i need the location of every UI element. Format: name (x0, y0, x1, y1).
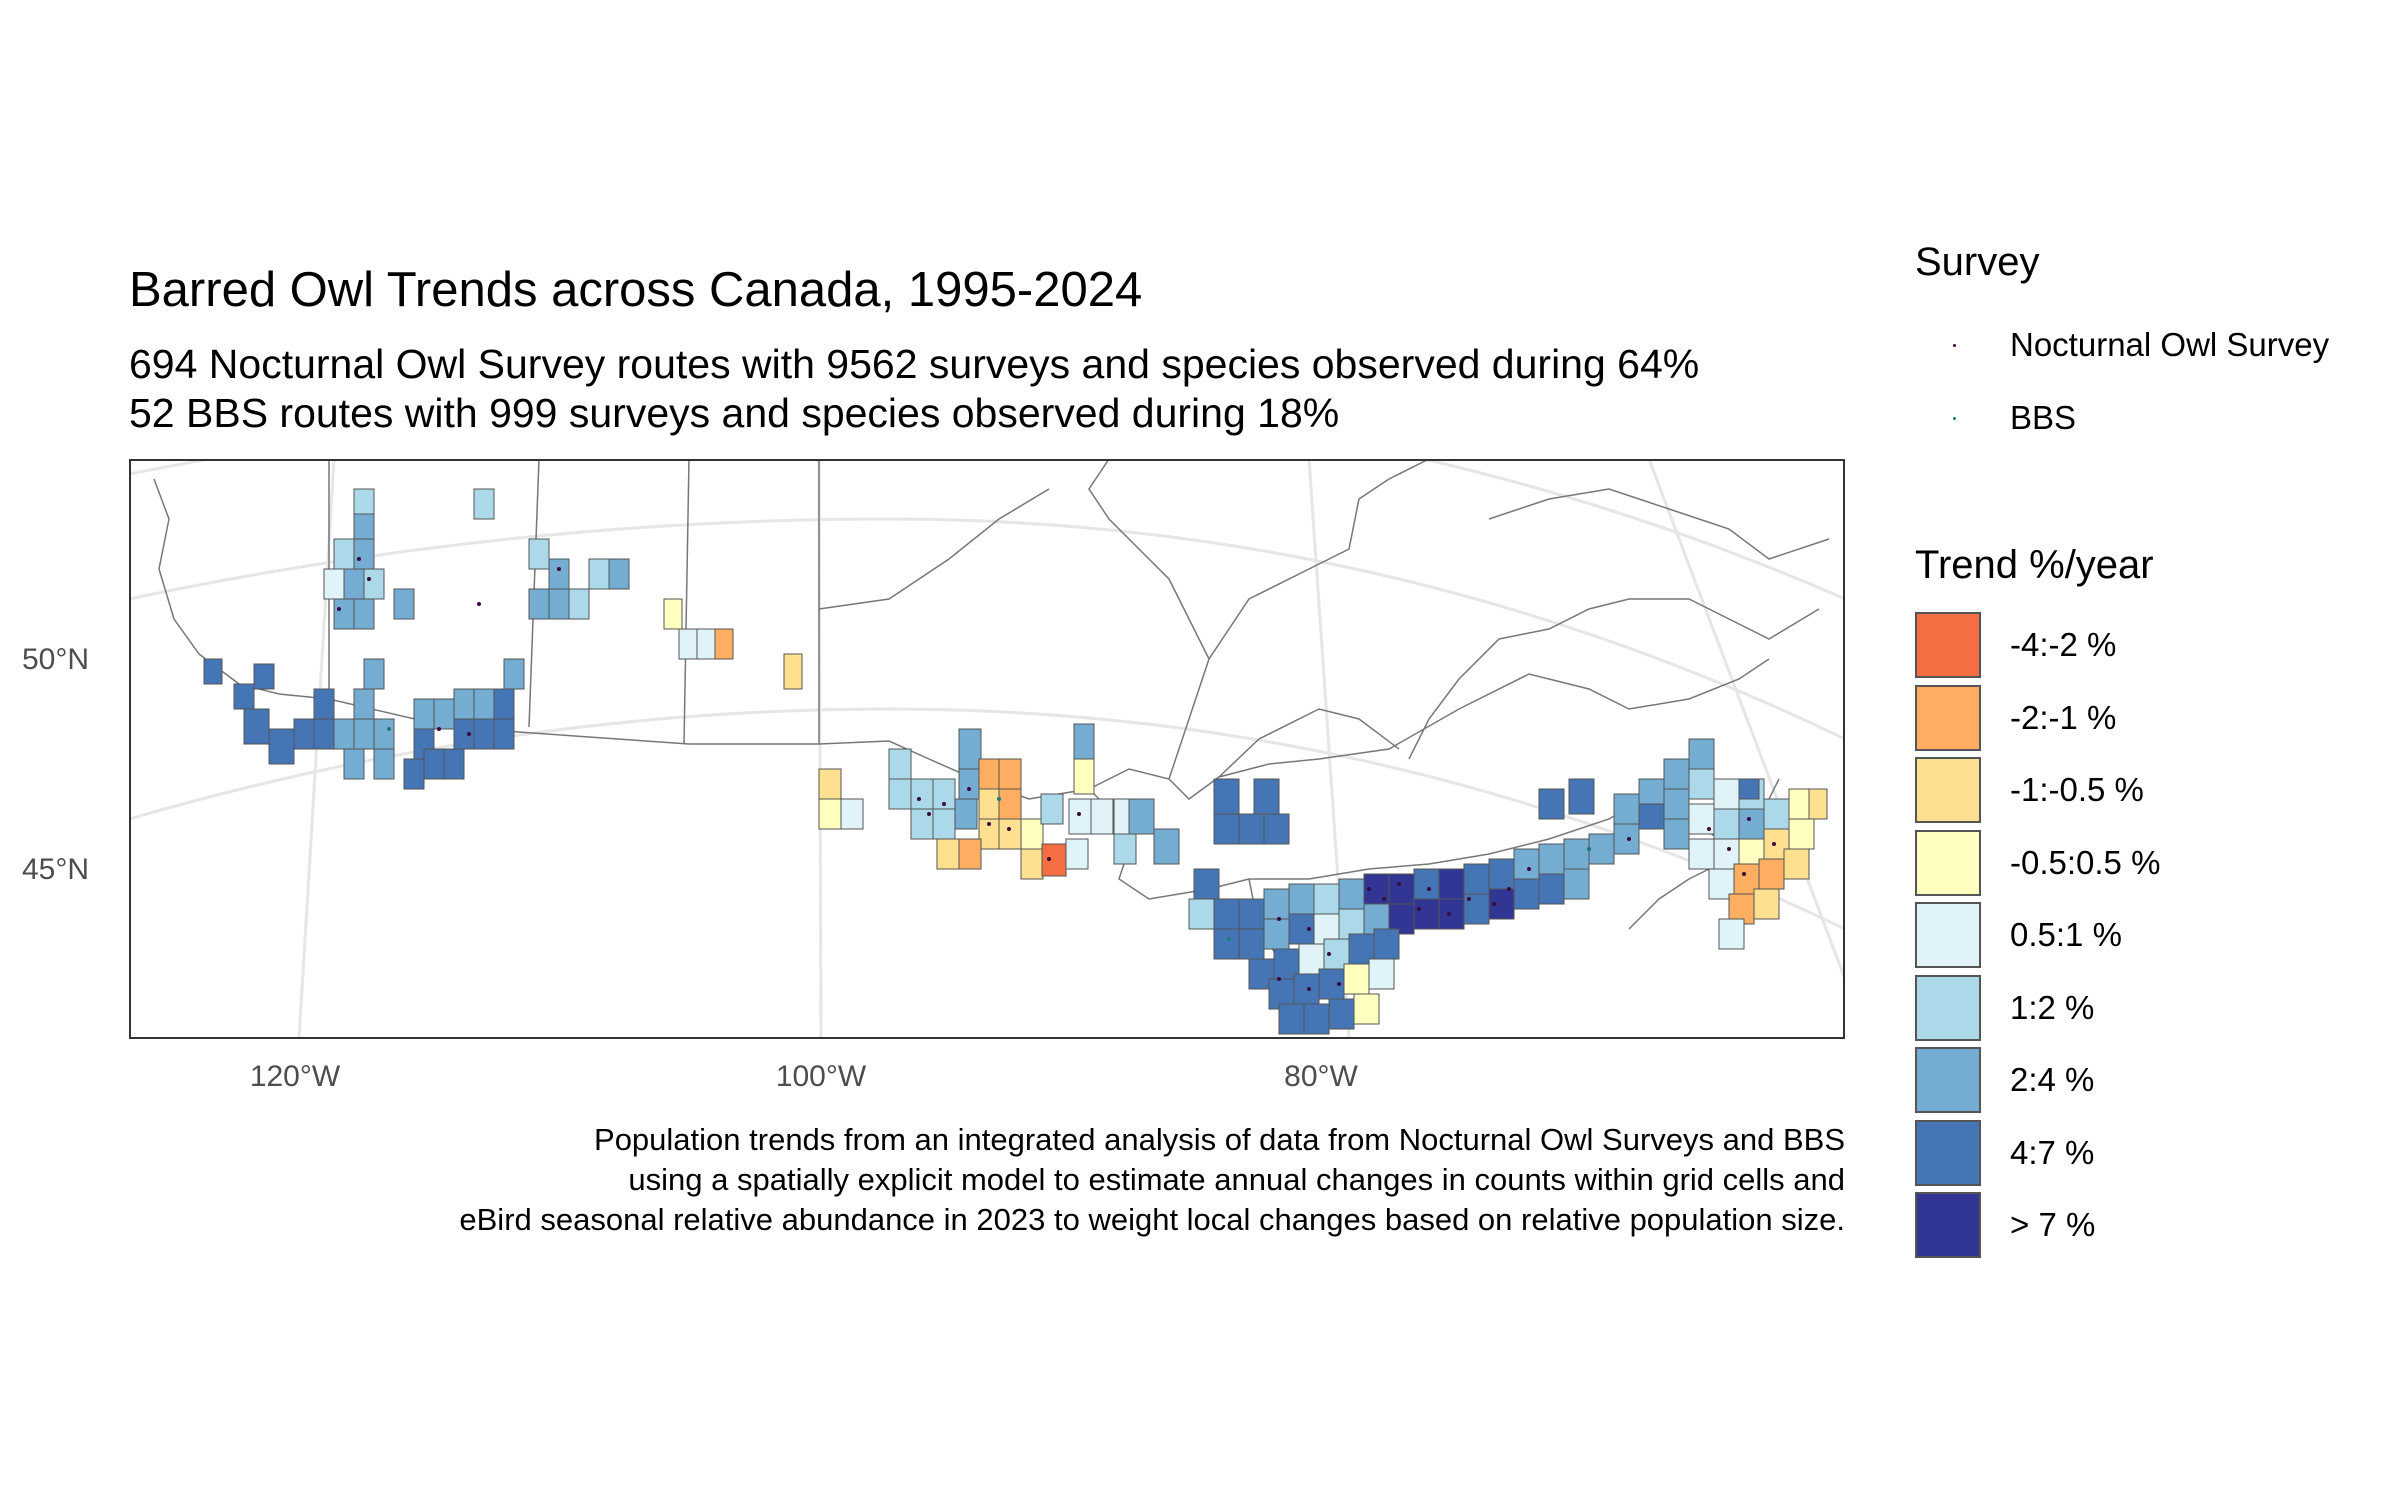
legend-trend-label: -2:-1 % (2010, 698, 2117, 736)
caption-line: eBird seasonal relative abundance in 202… (459, 1202, 1845, 1237)
legend-trend-label: 0.5:1 % (2010, 916, 2122, 953)
x-tick-100w: 100°W (775, 1060, 867, 1093)
legend-trend-item: 4:7 % (1915, 1119, 2315, 1192)
subtitle-bbs: 52 BBS routes with 999 surveys and speci… (129, 390, 1340, 436)
legend-trend-item: > 7 % (1915, 1192, 2315, 1264)
legend-swatch (1915, 1119, 1981, 1186)
legend-trend-item: -4:-2 % (1915, 612, 2315, 684)
legend-swatch (1915, 612, 1981, 678)
y-tick-50n: 50°N (22, 643, 90, 676)
legend-trend-label: 2:4 % (2010, 1061, 2095, 1098)
legend-trend-item: -2:-1 % (1915, 684, 2315, 757)
legend-trend-item: 2:4 % (1915, 1047, 2315, 1119)
legend-trend-label: -0.5:0.5 % (2010, 843, 2161, 881)
survey-dot-icon (1953, 344, 1956, 347)
caption-line: Population trends from an integrated ana… (594, 1122, 1845, 1157)
legend-survey-title: Survey (1915, 240, 2040, 284)
legend-trend-item: 0.5:1 % (1915, 902, 2315, 974)
survey-dot-icon (1953, 417, 1956, 420)
legend-trend-item: -0.5:0.5 % (1915, 829, 2315, 902)
legend-trend-label: -1:-0.5 % (2010, 771, 2144, 808)
legend-trend-item: -1:-0.5 % (1915, 757, 2315, 829)
x-tick-80w: 80°W (1284, 1060, 1358, 1093)
legend-trend-label: -4:-2 % (2010, 626, 2117, 663)
caption-line: using a spatially explicit model to esti… (628, 1162, 1845, 1197)
x-tick-120w: 120°W (249, 1060, 341, 1093)
legend-trend-label: 4:7 % (2010, 1133, 2095, 1171)
legend-swatch (1915, 974, 1981, 1041)
caption: Population trends from an integrated ana… (459, 1120, 1845, 1240)
legend-swatch (1915, 757, 1981, 823)
trend-cells (203, 488, 1828, 1035)
legend-swatch (1915, 1192, 1981, 1258)
y-tick-45n: 45°N (22, 853, 90, 886)
legend-survey-label: BBS (2010, 399, 2077, 436)
legend-trend-item: 1:2 % (1915, 974, 2315, 1047)
legend-survey-label: Nocturnal Owl Survey (2010, 326, 2330, 363)
legend-swatch (1915, 1047, 1981, 1113)
subtitle-nocturnal: 694 Nocturnal Owl Survey routes with 956… (129, 341, 1700, 387)
map-panel (129, 459, 1845, 1039)
legend-trend-label: 1:2 % (2010, 988, 2095, 1026)
legend-trend-title: Trend %/year (1915, 543, 2154, 587)
legend-swatch (1915, 829, 1981, 896)
chart-title: Barred Owl Trends across Canada, 1995-20… (129, 263, 1143, 317)
legend-trend-label: > 7 % (2010, 1206, 2096, 1243)
legend-swatch (1915, 902, 1981, 968)
survey-points (337, 557, 1776, 991)
legend-swatch (1915, 684, 1981, 751)
